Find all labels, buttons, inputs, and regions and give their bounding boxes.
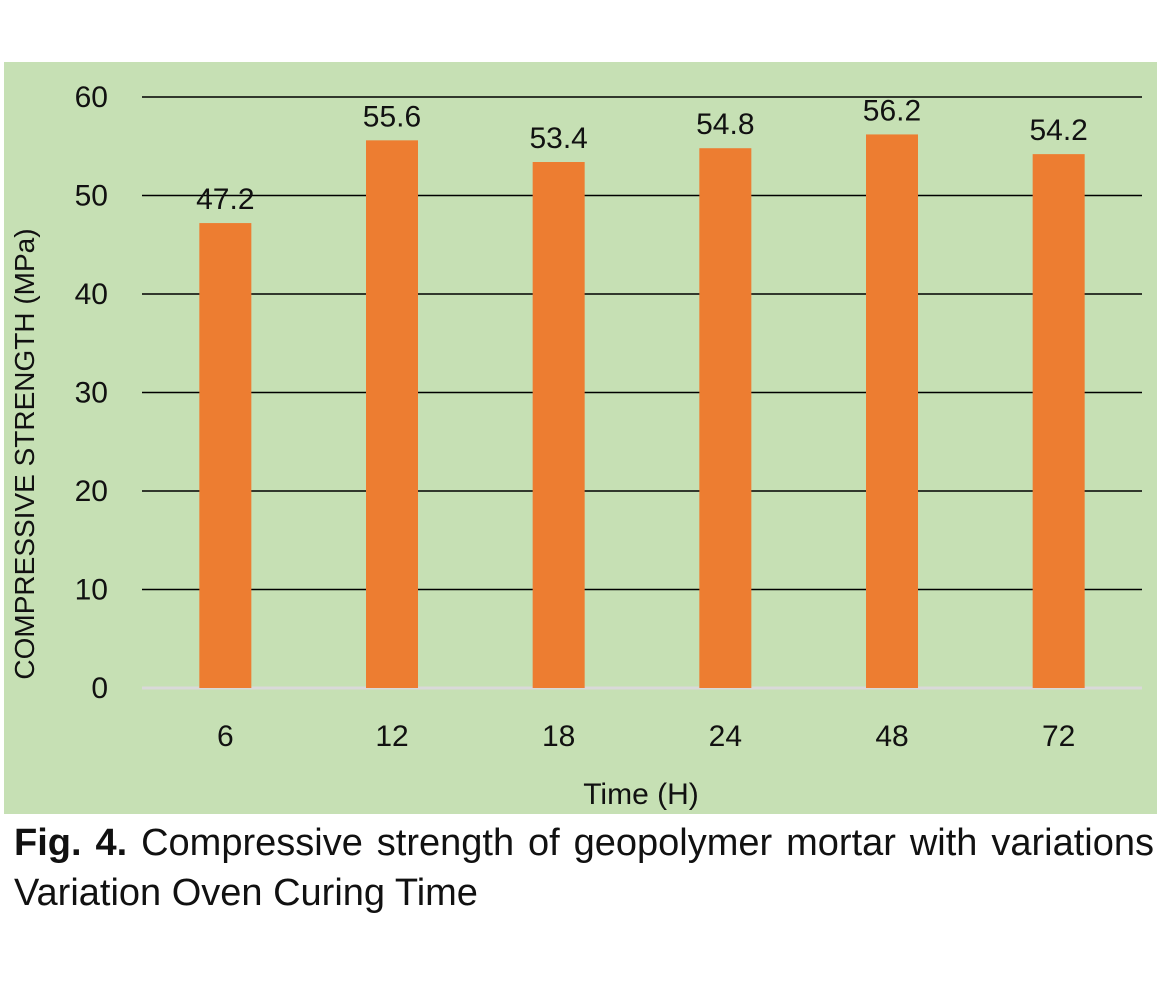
figure-caption: Fig. 4. Compressive strength of geopolym… xyxy=(14,818,1154,918)
data-label-18: 53.4 xyxy=(529,122,587,155)
x-tick-label-48: 48 xyxy=(875,720,908,753)
data-label-48: 56.2 xyxy=(863,94,921,127)
figure-label: Fig. 4. xyxy=(14,822,128,864)
x-tick-label-24: 24 xyxy=(709,720,742,753)
chart-panel: 0 10 20 30 40 50 60 47.2 55.6 53.4 54.8 56.2 54.2 6… xyxy=(4,62,1157,814)
bar-72 xyxy=(1032,154,1085,688)
bar-24 xyxy=(699,148,752,689)
x-tick-label-72: 72 xyxy=(1042,720,1075,753)
y-tick-label-10: 10 xyxy=(75,574,108,607)
y-tick-label-60: 60 xyxy=(75,81,108,114)
x-axis-ticks: 6 12 18 24 48 72 xyxy=(217,720,1075,753)
y-tick-label-20: 20 xyxy=(75,475,108,508)
x-tick-label-12: 12 xyxy=(375,720,408,753)
y-tick-label-40: 40 xyxy=(75,278,108,311)
data-labels: 47.2 55.6 53.4 54.8 56.2 54.2 xyxy=(196,94,1088,216)
y-tick-label-50: 50 xyxy=(75,180,108,213)
data-label-72: 54.2 xyxy=(1029,114,1087,147)
bar-12 xyxy=(366,140,418,689)
data-label-6: 47.2 xyxy=(196,183,254,216)
page-bottom-edge xyxy=(0,982,1164,990)
data-label-24: 54.8 xyxy=(696,108,754,141)
figure-caption-text: Compressive strength of geopolymer morta… xyxy=(14,822,1154,914)
bar-chart: 0 10 20 30 40 50 60 47.2 55.6 53.4 54.8 56.2 54.2 6… xyxy=(4,62,1157,814)
x-tick-label-6: 6 xyxy=(217,720,234,753)
y-axis-title: COMPRESSIVE STRENGTH (MPa) xyxy=(9,228,40,679)
data-label-12: 55.6 xyxy=(363,100,421,133)
bar-18 xyxy=(532,162,585,688)
x-axis-title: Time (H) xyxy=(583,778,699,811)
gridlines xyxy=(142,96,1142,690)
bar-6 xyxy=(199,223,252,688)
bar-48 xyxy=(866,134,918,688)
x-tick-label-18: 18 xyxy=(542,720,575,753)
y-tick-label-30: 30 xyxy=(75,377,108,410)
y-axis-ticks: 0 10 20 30 40 50 60 xyxy=(75,81,108,705)
bars xyxy=(199,134,1085,689)
y-tick-label-0: 0 xyxy=(91,672,108,705)
